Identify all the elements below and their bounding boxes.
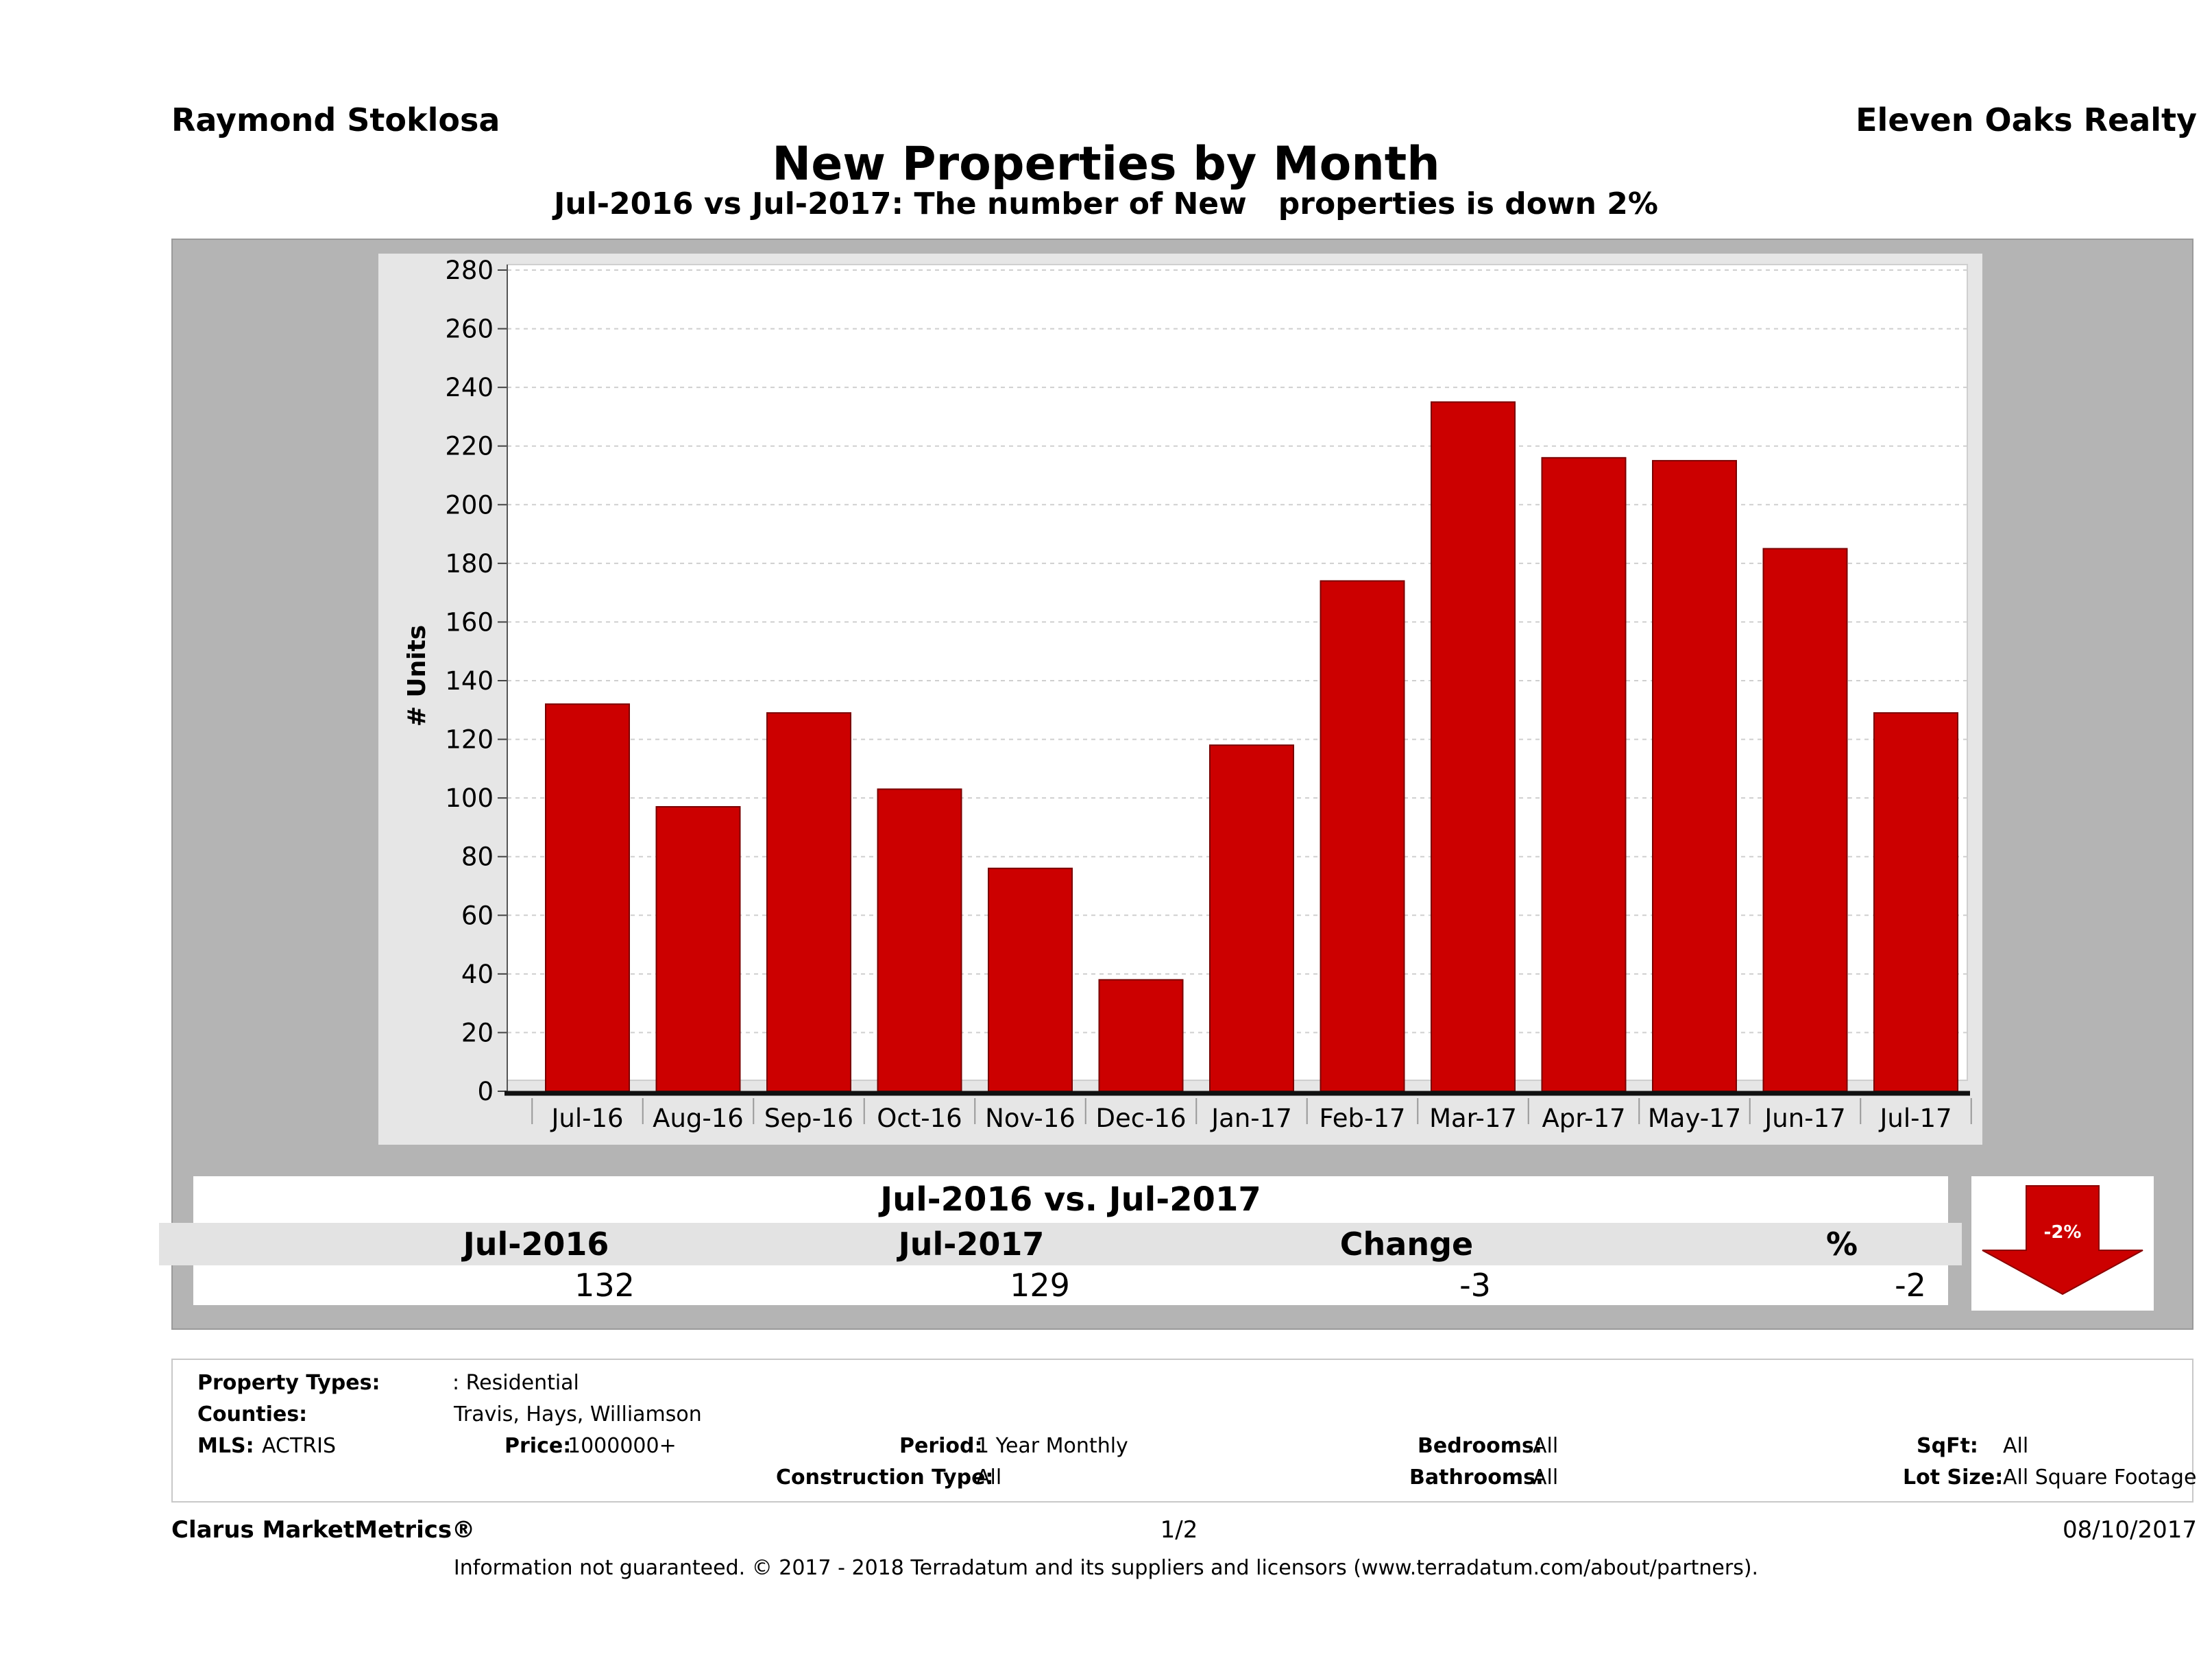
sqft-label: SqFt: (1917, 1434, 1978, 1458)
brokerage-name: Eleven Oaks Realty (1856, 101, 2197, 138)
period-label: Period: (899, 1434, 983, 1458)
x-tick-label: Aug-16 (653, 1104, 744, 1133)
bars (545, 401, 1958, 1093)
bar-jan-17 (1209, 744, 1294, 1093)
x-tick-label: Jul-16 (550, 1104, 623, 1133)
x-tick-label: Jan-17 (1210, 1104, 1291, 1133)
x-tick-label: Nov-16 (985, 1104, 1075, 1133)
bathrooms-value: All (1533, 1466, 1559, 1489)
change-badge-text: -2% (2044, 1222, 2082, 1243)
chart-title: New Properties by Month (772, 137, 1440, 191)
bedrooms-label: Bedrooms: (1418, 1434, 1542, 1458)
x-tick-label: Oct-16 (877, 1104, 962, 1133)
bar-oct-16 (877, 788, 962, 1092)
footer-disclaimer: Information not guaranteed. © 2017 - 201… (453, 1556, 1759, 1580)
bar-nov-16 (988, 867, 1073, 1092)
col-header-percent: % (1825, 1226, 1858, 1263)
axes: 0 20 40 60 80 100 120 140 160 180 200 220 240 260 280 J… (445, 256, 1972, 1133)
bar-jun-17 (1762, 548, 1848, 1092)
comparison-table: Jul-2016 vs. Jul-2017 Jul-2016 Jul-2017 … (159, 1176, 1962, 1311)
down-arrow-icon: -2% (1982, 1185, 2143, 1296)
footer-page: 1/2 (1160, 1516, 1198, 1544)
comparison-values: 132 129 -3 -2 (193, 1265, 1948, 1305)
x-tick-label: Sep-16 (764, 1104, 853, 1133)
bar-aug-16 (655, 805, 741, 1092)
bedrooms-value: All (1533, 1434, 1559, 1458)
y-tick-label: 100 (445, 783, 494, 813)
lot-size-value: All Square Footage (2003, 1466, 2197, 1489)
comparison-heading: Jul-2016 vs. Jul-2017 (193, 1176, 1948, 1223)
x-tick-label: Apr-17 (1542, 1104, 1625, 1133)
y-tick-label: 40 (461, 960, 494, 989)
y-tick-label: 260 (445, 315, 494, 344)
counties-value: Travis, Hays, Williamson (454, 1402, 702, 1426)
y-tick-label: 120 (445, 725, 494, 755)
period-value: 1 Year Monthly (976, 1434, 1128, 1458)
lot-size-label: Lot Size: (1903, 1466, 2004, 1489)
bar-chart: 0 20 40 60 80 100 120 140 160 180 200 220 240 260 280 J… (403, 256, 1972, 1133)
y-tick-label: 220 (445, 432, 494, 461)
x-tick-label: Feb-17 (1320, 1104, 1406, 1133)
bar-feb-17 (1320, 580, 1405, 1092)
price-label: Price: (505, 1434, 572, 1458)
col-header-change: Change (1339, 1226, 1474, 1263)
construction-type-value: All (976, 1466, 1002, 1489)
col-header-prev: Jul-2016 (463, 1226, 609, 1263)
x-tick-label: Mar-17 (1429, 1104, 1517, 1133)
x-tick-label: Jun-17 (1763, 1104, 1845, 1133)
y-tick-label: 0 (477, 1077, 494, 1106)
bar-sep-16 (766, 712, 851, 1092)
value-percent: -2 (1895, 1267, 1926, 1304)
value-change: -3 (1459, 1267, 1491, 1304)
sqft-value: All (2003, 1434, 2029, 1458)
bar-jul-16 (545, 703, 630, 1092)
y-tick-label: 160 (445, 607, 494, 637)
y-axis-label: # Units (403, 625, 431, 727)
y-tick-label: 200 (445, 490, 494, 520)
x-tick-label: Jul-17 (1878, 1104, 1952, 1133)
mls-label: MLS: (197, 1434, 254, 1458)
agent-name: Raymond Stoklosa (171, 101, 500, 138)
value-curr: 129 (1010, 1267, 1070, 1304)
value-prev: 132 (574, 1267, 635, 1304)
y-tick-label: 20 (461, 1018, 494, 1047)
counties-label: Counties: (197, 1402, 308, 1426)
x-tick-label: May-17 (1648, 1104, 1741, 1133)
mls-value: ACTRIS (262, 1434, 337, 1458)
y-tick-label: 80 (461, 842, 494, 872)
bar-dec-16 (1098, 979, 1184, 1093)
x-tick-label: Dec-16 (1095, 1104, 1186, 1133)
comparison-column-headers: Jul-2016 Jul-2017 Change % (159, 1223, 1962, 1265)
filter-summary (171, 1359, 2193, 1503)
chart-subtitle: Jul-2016 vs Jul-2017: The number of New … (554, 186, 1658, 221)
property-types-value: : Residential (452, 1371, 579, 1395)
bar-mar-17 (1431, 401, 1516, 1093)
footer-date: 08/10/2017 (2063, 1516, 2197, 1544)
y-tick-label: 140 (445, 666, 494, 696)
footer-brand: Clarus MarketMetrics® (171, 1516, 476, 1544)
bar-apr-17 (1541, 457, 1627, 1093)
col-header-curr: Jul-2017 (898, 1226, 1045, 1263)
bar-jul-17 (1873, 712, 1958, 1092)
bathrooms-label: Bathrooms: (1409, 1466, 1544, 1489)
price-value: 1000000+ (568, 1434, 677, 1458)
construction-type-label: Construction Type: (776, 1466, 994, 1489)
y-tick-label: 180 (445, 549, 494, 579)
change-indicator: -2% (1971, 1176, 2154, 1311)
y-tick-label: 280 (445, 256, 494, 285)
y-tick-label: 60 (461, 901, 494, 930)
bar-may-17 (1652, 460, 1737, 1093)
y-tick-label: 240 (445, 373, 494, 402)
property-types-label: Property Types: (197, 1371, 380, 1395)
